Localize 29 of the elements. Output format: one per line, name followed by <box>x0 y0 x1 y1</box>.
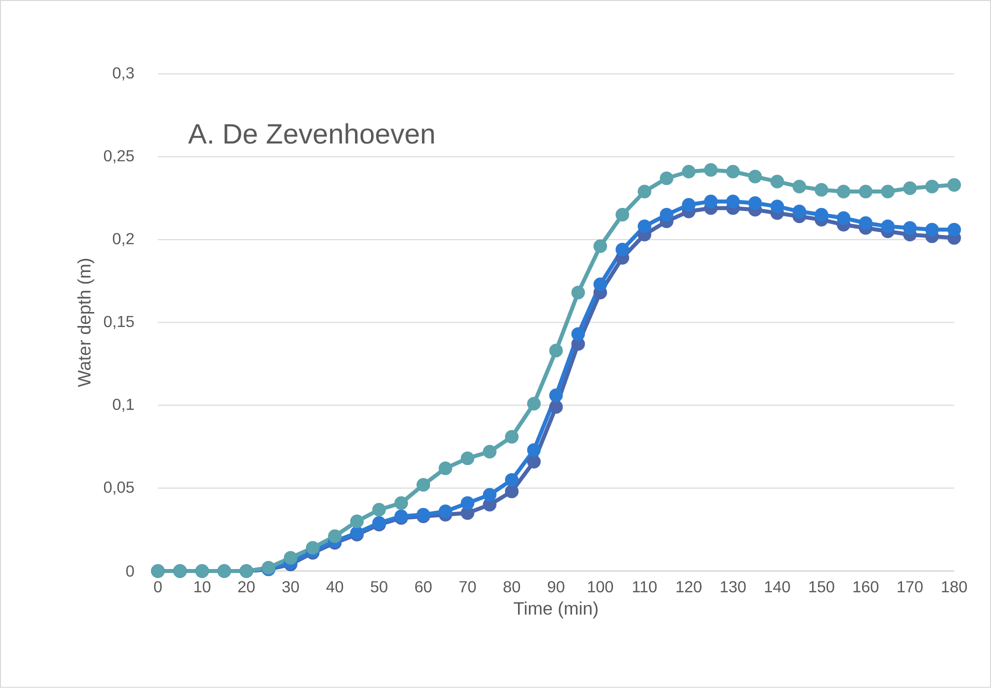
x-tick-label: 40 <box>326 581 344 592</box>
x-tick-label: 160 <box>854 581 878 592</box>
x-tick-label: 80 <box>504 581 520 592</box>
x-axis-title: Time (min) <box>514 602 598 618</box>
x-tick-label: 70 <box>459 581 476 592</box>
y-tick-label: 0 <box>126 565 134 577</box>
x-tick-label: 120 <box>676 581 702 592</box>
x-tick-label: 180 <box>942 581 967 592</box>
x-tick-label: 110 <box>632 581 657 592</box>
x-tick-label: 150 <box>809 581 834 592</box>
y-tick-label: 0,15 <box>104 316 134 330</box>
x-tick-label: 20 <box>238 581 255 592</box>
y-tick-label: 0,3 <box>112 67 134 81</box>
x-tick-label: 60 <box>415 581 432 592</box>
text: A. De Zevenhoeven <box>188 123 434 144</box>
x-tick-label: 30 <box>282 581 299 592</box>
x-tick-label: 140 <box>765 581 790 592</box>
x-tick-label: 100 <box>588 581 613 592</box>
x-tick-label: 130 <box>720 581 746 592</box>
x-tick-label: 10 <box>194 581 210 592</box>
y-tick-label: 0,25 <box>104 150 134 164</box>
x-tick-label: 90 <box>548 581 564 592</box>
x-tick-label: 170 <box>898 581 923 592</box>
x-tick-label: 0 <box>154 581 162 592</box>
x-tick-label: 50 <box>370 581 388 592</box>
y-axis-title: Water depth (m) <box>77 258 94 388</box>
y-tick-label: 0,05 <box>104 482 134 495</box>
y-tick-label: 0,1 <box>112 398 134 412</box>
y-tick-label: 0,2 <box>112 233 134 246</box>
